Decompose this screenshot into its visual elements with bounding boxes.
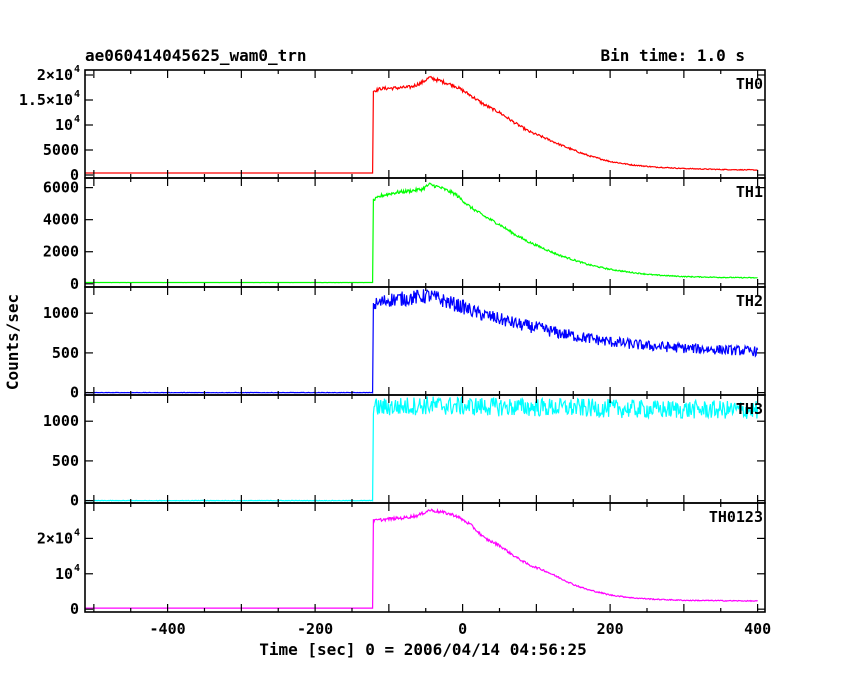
y-tick-label: 500	[52, 344, 79, 362]
y-tick-label: 0	[70, 166, 79, 184]
y-tick-label: 1000	[43, 412, 79, 430]
channel-label-th3: TH3	[736, 400, 763, 418]
y-tick-label: 0	[70, 275, 79, 293]
y-axis-label: Counts/sec	[3, 294, 22, 390]
y-tick-exponent: 4	[74, 89, 80, 100]
channel-label-th1: TH1	[736, 183, 763, 201]
channel-label-th2: TH2	[736, 292, 763, 310]
series-line-th0	[85, 75, 758, 174]
series-line-th2	[84, 289, 759, 394]
panel-frame	[84, 69, 766, 179]
y-tick-exponent: 4	[74, 114, 80, 125]
panel-th2: 0 500 1000 TH2	[43, 286, 766, 402]
y-tick-exponent: 4	[74, 563, 80, 574]
panel-frame	[84, 502, 766, 613]
y-tick-label: 10	[55, 116, 73, 134]
y-tick-label: 2×10	[37, 529, 73, 547]
x-tick-label: 400	[744, 620, 771, 638]
x-tick-label: -400	[150, 620, 186, 638]
y-tick-label: 5000	[43, 141, 79, 159]
x-axis-tick-labels: -400 -200 0 200 400	[150, 620, 772, 638]
y-tick-label: 1.5×10	[19, 91, 73, 109]
series-line-th3	[84, 396, 759, 502]
x-tick-label: 200	[597, 620, 624, 638]
y-tick-label: 2000	[43, 243, 79, 261]
x-tick-label: -200	[297, 620, 333, 638]
y-tick-label: 1000	[43, 304, 79, 322]
y-tick-exponent: 4	[74, 64, 80, 75]
y-tick-label: 0	[70, 600, 79, 618]
y-tick-label: 500	[52, 452, 79, 470]
y-tick-label: 0	[70, 384, 79, 402]
series-line-th1	[85, 182, 758, 284]
y-tick-label: 10	[55, 565, 73, 583]
panel-frame	[84, 177, 766, 288]
x-tick-label: 0	[458, 620, 467, 638]
panel-th3: 0 500 1000 TH3	[43, 394, 766, 510]
chart-title: ae060414045625_wam0_trn	[85, 46, 307, 65]
bin-time-label: Bin time: 1.0 s	[601, 46, 746, 65]
channel-label-th0123: TH0123	[709, 508, 763, 526]
y-tick-label: 2×10	[37, 66, 73, 84]
y-tick-label: 0	[70, 492, 79, 510]
y-tick-label: 6000	[43, 179, 79, 197]
x-axis-label: Time [sec] 0 = 2006/04/14 04:56:25	[259, 640, 587, 659]
series-line-th0123	[85, 507, 758, 609]
panel-th1: 0 2000 4000 6000 TH1	[43, 177, 766, 293]
y-tick-label: 4000	[43, 211, 79, 229]
channel-label-th0: TH0	[736, 75, 763, 93]
y-tick-exponent: 4	[74, 527, 80, 538]
